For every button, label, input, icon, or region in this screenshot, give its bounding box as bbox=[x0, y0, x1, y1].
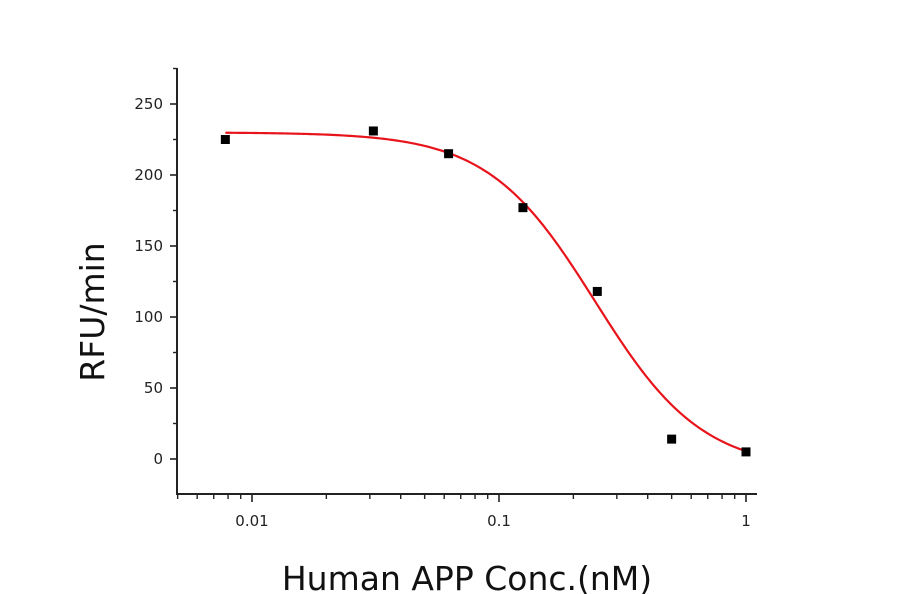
fit-line bbox=[225, 131, 747, 453]
fit-curve bbox=[225, 131, 747, 453]
y-tick-label: 250 bbox=[134, 95, 163, 113]
data-points bbox=[220, 126, 751, 457]
data-point bbox=[592, 286, 602, 296]
y-tick-label: 150 bbox=[134, 237, 163, 255]
x-tick-label: 0.1 bbox=[487, 512, 511, 530]
axes: 0 50 100 150 200 250 0.01 0.1 1 bbox=[134, 67, 757, 530]
y-axis-title: RFU/min bbox=[73, 242, 112, 381]
data-point bbox=[518, 203, 528, 213]
data-point bbox=[741, 447, 751, 457]
y-tick-label: 0 bbox=[153, 450, 163, 468]
y-tick-label: 200 bbox=[134, 166, 163, 184]
data-point bbox=[667, 434, 677, 444]
y-tick-label: 50 bbox=[144, 379, 163, 397]
data-point bbox=[220, 135, 230, 144]
x-tick-label: 0.01 bbox=[235, 512, 268, 530]
x-axis-title: Human APP Conc.(nM) bbox=[282, 559, 652, 594]
y-tick-label: 100 bbox=[134, 308, 163, 326]
data-point bbox=[444, 149, 454, 159]
data-point bbox=[368, 126, 378, 136]
x-tick-label: 1 bbox=[741, 512, 751, 530]
